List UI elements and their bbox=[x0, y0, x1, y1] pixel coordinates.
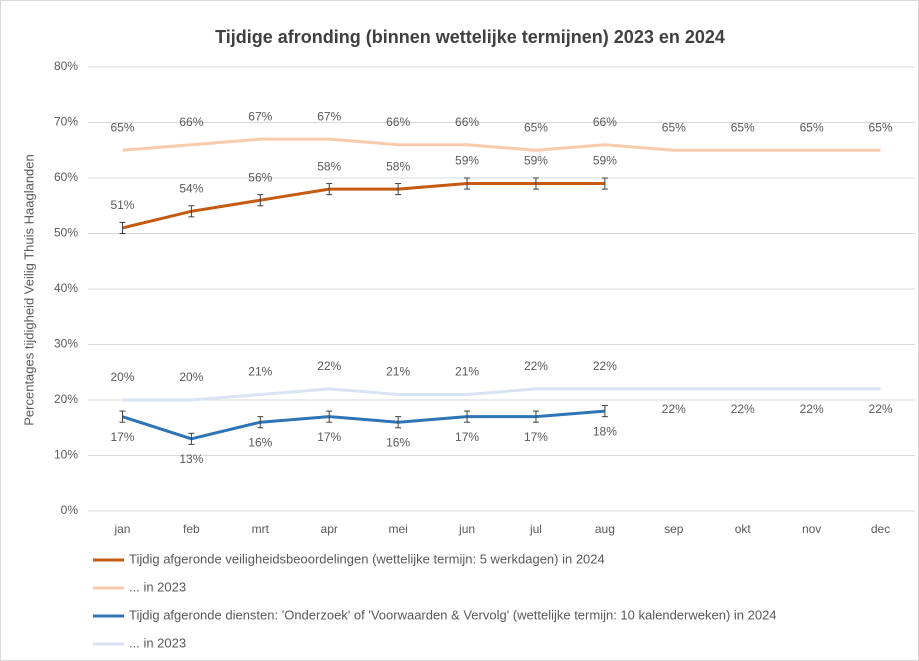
x-tick-label: aug bbox=[595, 522, 615, 536]
x-tick-label: okt bbox=[735, 522, 752, 536]
error-bar bbox=[532, 177, 539, 190]
x-tick-label: jun bbox=[458, 522, 475, 536]
error-bar bbox=[257, 416, 264, 429]
legend-label: Tijdig afgeronde diensten: 'Onderzoek' o… bbox=[129, 607, 777, 622]
error-bar bbox=[464, 410, 471, 423]
x-tick-label: dec bbox=[871, 522, 890, 536]
error-bar bbox=[395, 416, 402, 429]
error-bar bbox=[532, 410, 539, 423]
y-tick-label: 40% bbox=[54, 281, 78, 295]
data-label: 66% bbox=[593, 115, 617, 129]
data-label: 16% bbox=[386, 435, 410, 449]
x-tick-label: jul bbox=[529, 522, 542, 536]
data-label: 65% bbox=[869, 120, 893, 134]
data-label: 59% bbox=[593, 154, 617, 168]
data-label: 66% bbox=[455, 115, 479, 129]
y-tick-label: 0% bbox=[61, 503, 79, 517]
x-tick-label: jan bbox=[113, 522, 130, 536]
data-label: 22% bbox=[593, 359, 617, 373]
data-label: 22% bbox=[800, 402, 824, 416]
error-bar bbox=[601, 405, 608, 418]
data-label: 22% bbox=[662, 402, 686, 416]
chart-title: Tijdige afronding (binnen wettelijke ter… bbox=[215, 27, 725, 47]
data-label: 18% bbox=[593, 424, 617, 438]
data-label: 65% bbox=[524, 120, 548, 134]
x-tick-label: sep bbox=[664, 522, 684, 536]
data-label: 21% bbox=[455, 365, 479, 379]
data-label: 54% bbox=[179, 181, 203, 195]
data-label: 67% bbox=[248, 109, 272, 123]
legend-label: ... in 2023 bbox=[129, 579, 186, 594]
data-label: 17% bbox=[110, 430, 134, 444]
y-tick-label: 60% bbox=[54, 170, 78, 184]
data-label: 51% bbox=[110, 198, 134, 212]
error-bar bbox=[326, 183, 333, 196]
y-tick-label: 20% bbox=[54, 392, 78, 406]
y-tick-label: 80% bbox=[54, 59, 78, 73]
data-label: 66% bbox=[179, 115, 203, 129]
data-label: 21% bbox=[386, 365, 410, 379]
data-label: 59% bbox=[455, 154, 479, 168]
data-label: 66% bbox=[386, 115, 410, 129]
x-tick-label: nov bbox=[802, 522, 821, 536]
data-label: 65% bbox=[731, 120, 755, 134]
data-label: 65% bbox=[110, 120, 134, 134]
legend-label: ... in 2023 bbox=[129, 635, 186, 650]
y-tick-label: 30% bbox=[54, 337, 78, 351]
data-label: 17% bbox=[455, 430, 479, 444]
data-label: 65% bbox=[662, 120, 686, 134]
data-label: 58% bbox=[386, 159, 410, 173]
series-line bbox=[122, 182, 605, 230]
series-line bbox=[122, 387, 881, 402]
data-label: 67% bbox=[317, 109, 341, 123]
error-bar bbox=[257, 194, 264, 207]
error-bar bbox=[601, 177, 608, 190]
data-label: 22% bbox=[869, 402, 893, 416]
series-line bbox=[121, 409, 605, 441]
x-tick-label: feb bbox=[183, 522, 200, 536]
error-bar bbox=[188, 432, 195, 445]
x-tick-label: mei bbox=[388, 522, 407, 536]
data-label: 17% bbox=[317, 430, 341, 444]
data-label: 22% bbox=[524, 359, 548, 373]
y-axis-label: Percentages tijdigheid Veilig Thuis Haag… bbox=[21, 154, 36, 426]
error-bar bbox=[395, 183, 402, 196]
data-label: 65% bbox=[800, 120, 824, 134]
legend-label: Tijdig afgeronde veiligheidsbeoordelinge… bbox=[129, 551, 605, 566]
data-label: 56% bbox=[248, 170, 272, 184]
data-label: 59% bbox=[524, 154, 548, 168]
data-label: 20% bbox=[110, 370, 134, 384]
y-tick-label: 70% bbox=[54, 115, 78, 129]
data-label: 21% bbox=[248, 365, 272, 379]
data-label: 22% bbox=[731, 402, 755, 416]
error-bar bbox=[119, 221, 126, 234]
error-bar bbox=[119, 410, 126, 423]
error-bar bbox=[326, 410, 333, 423]
data-label: 17% bbox=[524, 430, 548, 444]
data-label: 20% bbox=[179, 370, 203, 384]
error-bar bbox=[464, 177, 471, 190]
error-bar bbox=[188, 205, 195, 218]
x-tick-label: mrt bbox=[252, 522, 270, 536]
data-label: 13% bbox=[179, 452, 203, 466]
series-line bbox=[122, 137, 881, 152]
y-tick-label: 50% bbox=[54, 226, 78, 240]
data-label: 22% bbox=[317, 359, 341, 373]
data-label: 16% bbox=[248, 435, 272, 449]
data-label: 58% bbox=[317, 159, 341, 173]
x-tick-label: apr bbox=[321, 522, 338, 536]
y-tick-label: 10% bbox=[54, 448, 78, 462]
